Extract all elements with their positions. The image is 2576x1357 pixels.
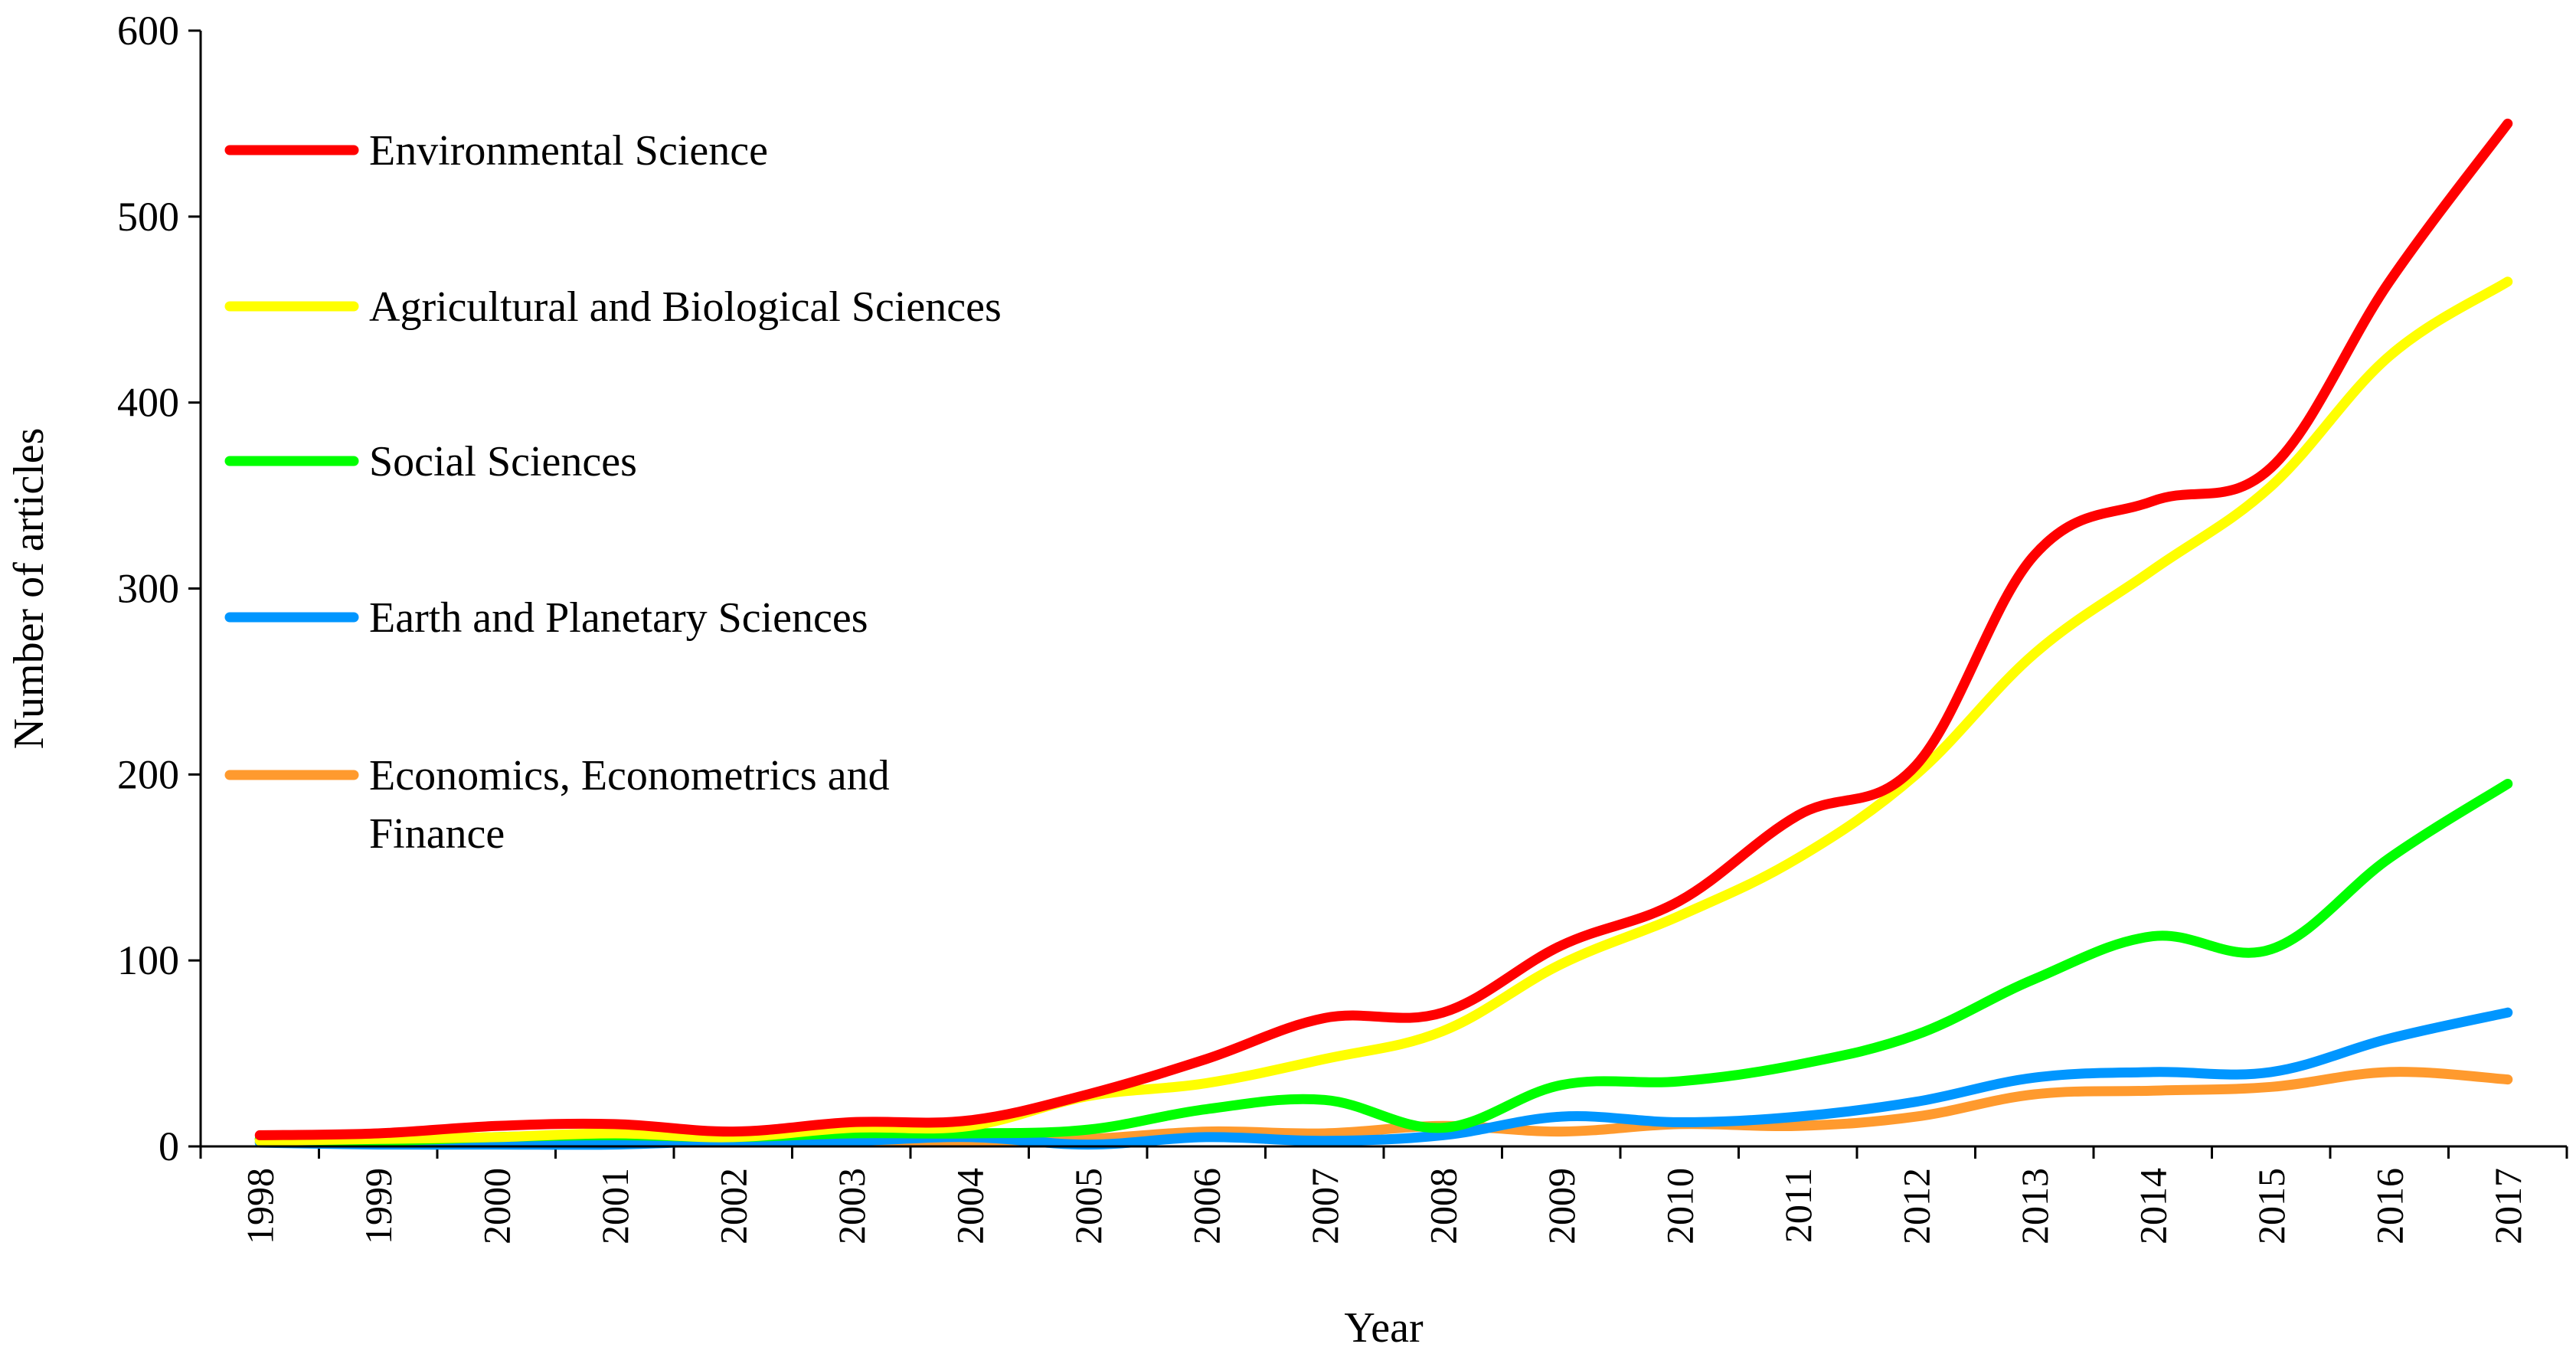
x-tick-label: 2016 [2368, 1168, 2411, 1244]
y-tick-label: 300 [117, 566, 179, 612]
legend-item-earth-and-planetary-sciences: Earth and Planetary Sciences [224, 594, 868, 642]
y-tick-label: 200 [117, 751, 179, 797]
legend-label: Earth and Planetary Sciences [369, 594, 868, 642]
x-tick-label: 2012 [1894, 1168, 1937, 1244]
x-tick-label: 2006 [1185, 1168, 1228, 1244]
x-tick-label: 2015 [2250, 1168, 2293, 1244]
legend: Environmental Science Agricultural and Bi… [224, 127, 1002, 858]
legend-label: Environmental Science [369, 127, 768, 175]
series-line-agricultural-and-biological-sciences [254, 276, 2513, 1146]
x-tick-label: 2009 [1540, 1168, 1583, 1244]
x-tick-label: 1998 [238, 1168, 281, 1244]
x-tick-label: 2002 [711, 1168, 754, 1244]
y-tick-label: 600 [117, 8, 179, 54]
legend-item-economics-econometrics-and-finance: Economics, Econometrics and Finance [224, 752, 890, 858]
legend-label: Agricultural and Biological Sciences [369, 283, 1002, 331]
x-axis-title: Year [1344, 1304, 1424, 1352]
x-tick-label: 2000 [475, 1168, 518, 1244]
x-tick-label: 2010 [1658, 1168, 1701, 1244]
x-axis-ticks: 1998 1999 2000 2001 2002 2003 2004 2005 2006 2007… [199, 1146, 2568, 1244]
x-tick-label: 2008 [1421, 1168, 1464, 1244]
series-line-environmental-science [254, 118, 2513, 1140]
x-tick-label: 2014 [2131, 1168, 2174, 1244]
x-tick-label: 2011 [1777, 1168, 1819, 1243]
series-line-earth-and-planetary-sciences [254, 1007, 2513, 1150]
legend-label: Social Sciences [369, 438, 637, 486]
legend-item-environmental-science: Environmental Science [224, 127, 768, 175]
x-tick-label: 2013 [2013, 1168, 2056, 1244]
legend-item-agricultural-and-biological-sciences: Agricultural and Biological Sciences [224, 283, 1002, 331]
legend-item-social-sciences: Social Sciences [224, 438, 637, 486]
y-axis-ticks: 0 100 200 300 400 500 600 [117, 8, 201, 1169]
y-tick-label: 100 [117, 937, 179, 983]
y-tick-label: 400 [117, 380, 179, 426]
x-tick-label: 2003 [830, 1168, 873, 1244]
legend-label: Economics, Econometrics and Finance [369, 752, 890, 858]
y-tick-label: 0 [159, 1123, 179, 1169]
x-tick-label: 2007 [1303, 1168, 1346, 1244]
x-tick-label: 1999 [357, 1168, 400, 1244]
x-tick-label: 2004 [948, 1168, 991, 1244]
x-tick-label: 2005 [1067, 1168, 1110, 1244]
y-axis-title: Number of articles [5, 428, 53, 750]
series-lines [254, 118, 2513, 1150]
x-tick-label: 2001 [593, 1168, 636, 1244]
x-tick-label: 2017 [2486, 1168, 2529, 1244]
y-tick-label: 500 [117, 194, 179, 240]
